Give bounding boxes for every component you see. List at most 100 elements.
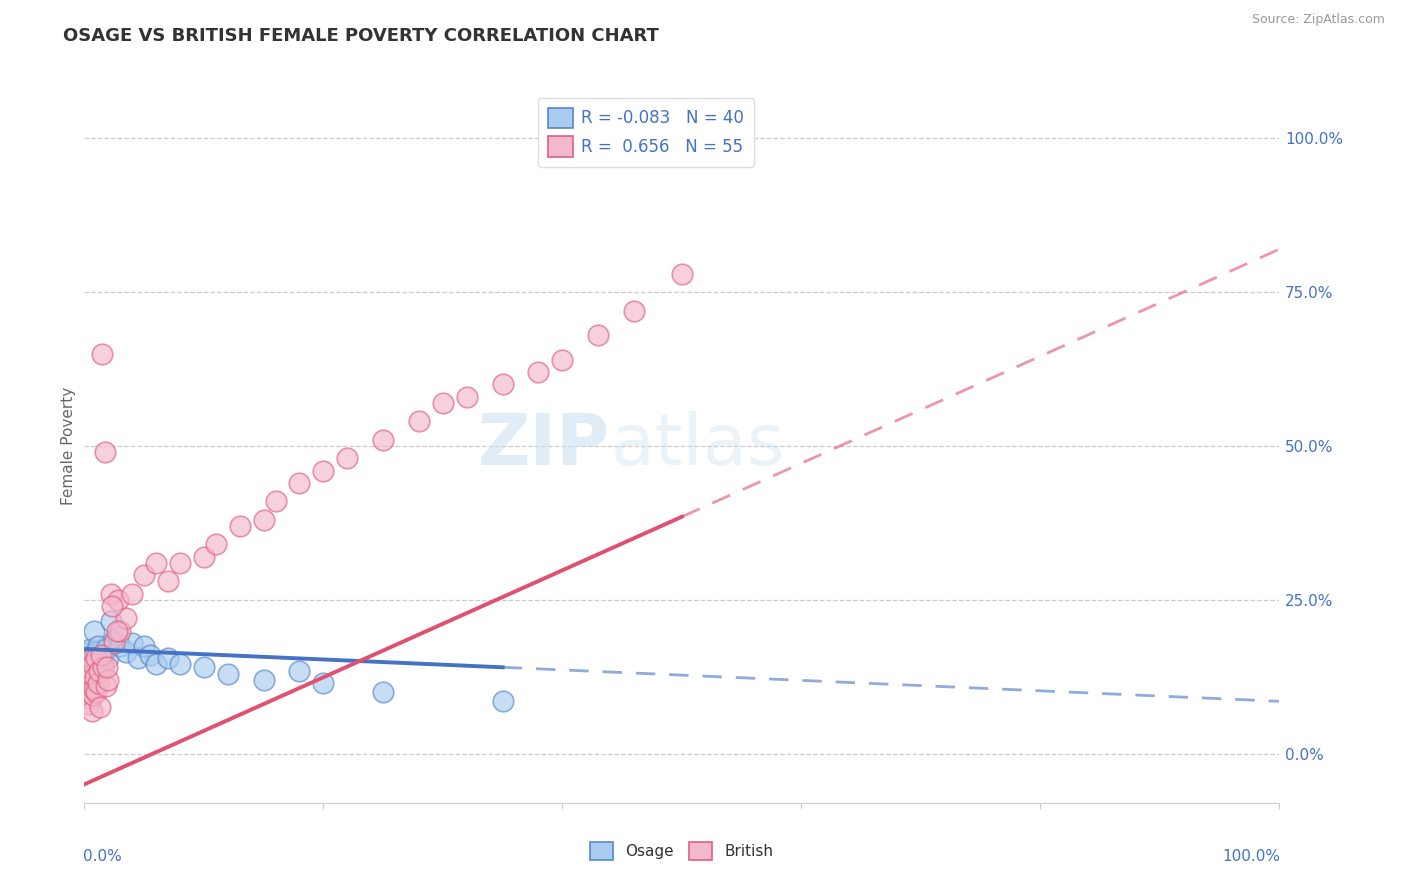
Point [86,676,108,690]
Point [93,445,115,459]
Point [84,670,107,684]
Point [115,645,138,659]
Point [623,303,645,318]
Point [132,568,156,582]
Point [105,624,128,638]
Point [83,624,105,638]
Point [86,645,108,659]
Point [169,657,191,672]
Point [86,639,108,653]
Point [456,390,478,404]
Point [103,636,125,650]
Point [312,676,335,690]
Point [115,611,138,625]
Point [90,648,112,662]
Point [127,651,149,665]
Point [145,657,167,672]
Point [96,660,118,674]
Point [76,651,98,665]
Point [107,592,129,607]
Point [93,648,115,662]
Point [94,642,117,657]
Point [76,685,98,699]
Point [77,698,100,712]
Point [103,632,125,647]
Point [84,651,107,665]
Point [121,587,143,601]
Point [101,599,124,613]
Point [79,654,101,668]
Point [91,651,114,665]
Point [110,639,132,653]
Point [169,556,191,570]
Point [492,694,515,708]
Point [253,513,276,527]
Point [205,537,228,551]
Point [157,574,180,589]
Point [217,666,239,681]
Point [492,377,515,392]
Point [87,657,110,672]
Point [157,651,180,665]
Point [671,267,693,281]
Point [82,688,104,702]
Text: ZIP: ZIP [478,411,610,481]
Point [77,657,100,672]
Point [288,475,311,490]
Point [229,519,252,533]
Point [193,549,215,564]
Point [80,651,103,665]
Text: Source: ZipAtlas.com: Source: ZipAtlas.com [1251,13,1385,27]
Point [82,657,104,672]
Point [77,660,100,674]
Point [83,681,105,696]
Point [86,666,108,681]
Point [139,648,162,662]
Text: OSAGE VS BRITISH FEMALE POVERTY CORRELATION CHART: OSAGE VS BRITISH FEMALE POVERTY CORRELAT… [63,27,659,45]
Point [86,651,108,665]
Point [79,666,101,681]
Legend: Osage, British: Osage, British [585,836,779,866]
Point [373,433,395,447]
Point [82,657,104,672]
Point [97,673,120,687]
Point [80,704,103,718]
Point [100,615,122,629]
Point [132,639,156,653]
Point [89,654,111,668]
Point [110,624,132,638]
Point [89,700,111,714]
Point [288,664,311,678]
Point [77,648,100,662]
Point [79,679,101,693]
Text: 100.0%: 100.0% [1223,849,1281,864]
Point [264,494,287,508]
Point [107,630,129,644]
Y-axis label: Female Poverty: Female Poverty [60,387,76,505]
Text: atlas: atlas [610,411,785,481]
Point [527,365,550,379]
Point [253,673,276,687]
Point [82,648,104,662]
Point [97,651,120,665]
Point [87,664,110,678]
Point [121,636,143,650]
Point [312,464,335,478]
Point [373,685,395,699]
Point [79,642,101,657]
Point [588,328,610,343]
Point [100,587,122,601]
Point [77,673,100,687]
Point [193,660,215,674]
Point [94,679,117,693]
Point [145,556,167,570]
Text: 0.0%: 0.0% [83,849,122,864]
Point [408,414,430,428]
Point [336,451,359,466]
Point [80,651,103,665]
Point [80,660,103,674]
Point [77,691,100,706]
Point [93,660,115,674]
Point [91,347,114,361]
Point [551,352,574,367]
